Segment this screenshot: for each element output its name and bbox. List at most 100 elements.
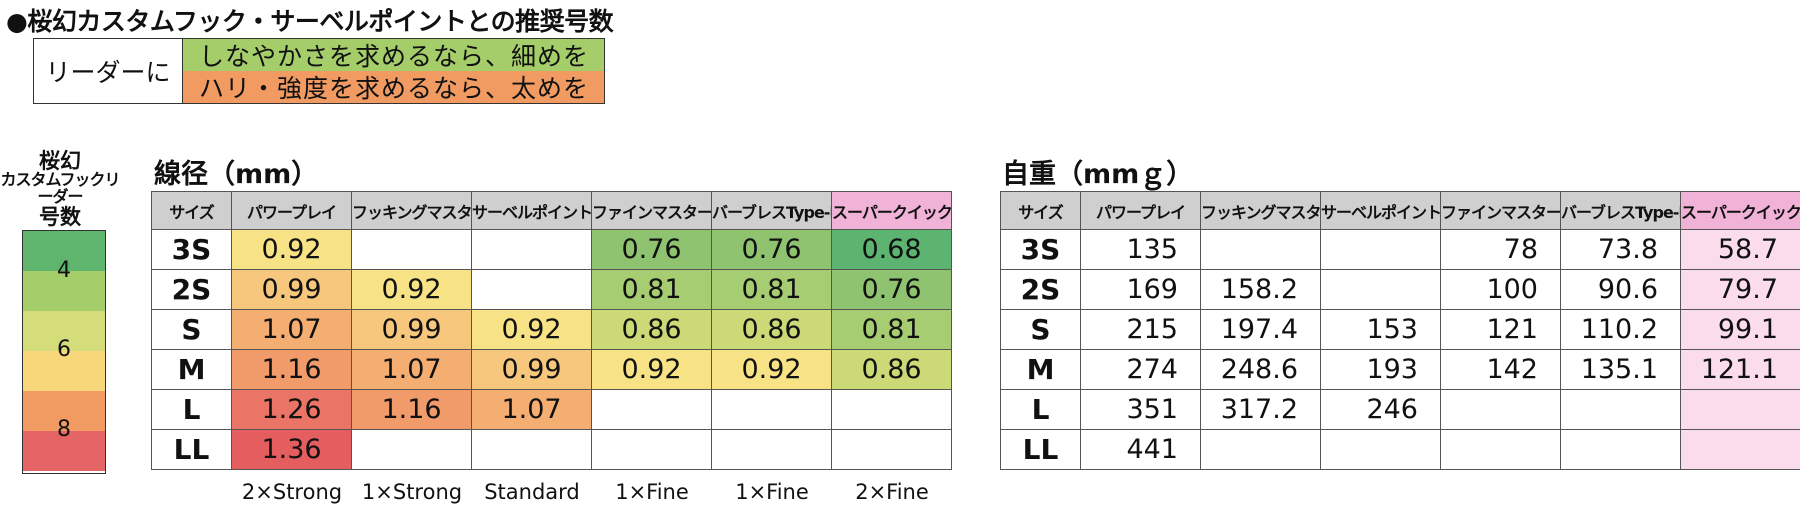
weight-row: L 351 317.2 246: [1000, 389, 1800, 430]
weight-cell: [1200, 429, 1321, 470]
diameter-cell: [831, 429, 952, 470]
diameter-header-5: バーブレスType-F: [711, 191, 832, 230]
size-cell: M: [1000, 349, 1081, 390]
diameter-cell: 0.86: [591, 309, 712, 350]
diameter-cell: 0.81: [711, 269, 832, 310]
size-cell: L: [151, 389, 232, 430]
strength-label: 2×Strong: [241, 480, 343, 504]
leader-legend: リーダーに しなやかさを求めるなら、細めを ハリ・強度を求めるなら、太めを: [33, 38, 605, 104]
weight-cell: 142: [1440, 349, 1561, 390]
weight-cell: [1440, 389, 1561, 430]
diameter-cell: [711, 429, 832, 470]
scale-number-4: 4: [57, 258, 71, 283]
weight-cell: 135: [1080, 229, 1201, 270]
diameter-cell: 1.16: [231, 349, 352, 390]
diameter-cell: 1.07: [471, 389, 592, 430]
weight-cell: [1560, 389, 1681, 430]
legend-row-strong: ハリ・強度を求めるなら、太めを: [183, 71, 604, 103]
diameter-cell: 0.92: [471, 309, 592, 350]
weight-cell: 90.6: [1560, 269, 1681, 310]
strength-label: 1×Strong: [361, 480, 463, 504]
weight-row: S 215 197.4 153 121 110.2 99.1: [1000, 309, 1800, 350]
weight-row: 3S 135 78 73.8 58.7: [1000, 229, 1800, 270]
legend-row-supple: しなやかさを求めるなら、細めを: [183, 39, 604, 72]
weight-header-4: ファインマスター: [1440, 191, 1561, 230]
diameter-cell: 1.07: [231, 309, 352, 350]
weight-cell: 110.2: [1560, 309, 1681, 350]
diameter-cell: 0.92: [711, 349, 832, 390]
strength-labels: 2×Strong 1×Strong Standard 1×Fine 1×Fine 2×Fi…: [232, 480, 952, 504]
size-cell: LL: [1000, 429, 1081, 470]
weight-cell: 274: [1080, 349, 1201, 390]
diameter-row: S 1.07 0.99 0.92 0.86 0.86 0.81: [151, 309, 952, 350]
diameter-cell: 0.86: [711, 309, 832, 350]
diameter-cell: 0.99: [231, 269, 352, 310]
strength-label: Standard: [484, 480, 580, 504]
strength-label: 1×Fine: [615, 480, 689, 504]
scale-number-8: 8: [57, 417, 71, 442]
size-cell: 3S: [151, 229, 232, 270]
diameter-cell: 1.07: [351, 349, 472, 390]
scale-number-6: 6: [57, 337, 71, 362]
weight-cell: 121: [1440, 309, 1561, 350]
diameter-row: M 1.16 1.07 0.99 0.92 0.92 0.86: [151, 349, 952, 390]
weight-cell: 73.8: [1560, 229, 1681, 270]
weight-cell: 135.1: [1560, 349, 1681, 390]
diameter-row: 3S 0.92 0.76 0.76 0.68: [151, 229, 952, 270]
weight-cell: 246: [1320, 389, 1441, 430]
diameter-cell: [471, 229, 592, 270]
weight-cell: [1560, 429, 1681, 470]
weight-header-6: スーパークイック: [1680, 191, 1800, 230]
weight-cell: 153: [1320, 309, 1441, 350]
weight-cell: [1320, 229, 1441, 270]
diameter-cell: 1.26: [231, 389, 352, 430]
weight-cell: [1320, 269, 1441, 310]
weight-header-5: バーブレスType-F: [1560, 191, 1681, 230]
diameter-cell: [591, 429, 712, 470]
legend-label: リーダーに: [34, 39, 183, 103]
diameter-row: LL 1.36: [151, 429, 952, 470]
weight-cell: 158.2: [1200, 269, 1321, 310]
weight-table: サイズパワープレイフッキングマスターサーベルポイントファインマスターバーブレスT…: [1000, 191, 1800, 470]
weight-header-3: サーベルポイント: [1320, 191, 1441, 230]
diameter-header-3: サーベルポイント: [471, 191, 592, 230]
weight-cell: 197.4: [1200, 309, 1321, 350]
diameter-cell: 0.86: [831, 349, 952, 390]
size-cell: M: [151, 349, 232, 390]
diameter-cell: 0.76: [711, 229, 832, 270]
diameter-cell: 1.36: [231, 429, 352, 470]
size-cell: S: [151, 309, 232, 350]
weight-cell: [1440, 429, 1561, 470]
weight-cell: 317.2: [1200, 389, 1321, 430]
diameter-cell: [471, 429, 592, 470]
weight-title: 自重（mmｇ）: [1002, 159, 1194, 190]
weight-cell: 248.6: [1200, 349, 1321, 390]
weight-cell: 58.7: [1680, 229, 1800, 270]
diameter-cell: 1.16: [351, 389, 472, 430]
size-cell: L: [1000, 389, 1081, 430]
diameter-cell: [711, 389, 832, 430]
page-title: ●桜幻カスタムフック・サーベルポイントとの推奨号数: [6, 7, 614, 36]
diameter-title: 線径（mm）: [154, 159, 319, 190]
diameter-cell: 0.81: [831, 309, 952, 350]
weight-row: LL 441: [1000, 429, 1800, 470]
diameter-cell: 0.76: [831, 269, 952, 310]
scale-title: 桜幻 カスタムフックリーダー 号数: [0, 150, 120, 228]
diameter-cell: 0.92: [231, 229, 352, 270]
strength-label: 2×Fine: [855, 480, 929, 504]
size-cell: LL: [151, 429, 232, 470]
diameter-header-1: パワープレイ: [231, 191, 352, 230]
diameter-header-4: ファインマスター: [591, 191, 712, 230]
diameter-cell: [351, 429, 472, 470]
diameter-row: 2S 0.99 0.92 0.81 0.81 0.76: [151, 269, 952, 310]
weight-header-2: フッキングマスター: [1200, 191, 1321, 230]
diameter-header-row: サイズパワープレイフッキングマスターサーベルポイントファインマスターバーブレスT…: [151, 191, 952, 230]
diameter-cell: 0.99: [351, 309, 472, 350]
weight-header-1: パワープレイ: [1080, 191, 1201, 230]
size-cell: 2S: [151, 269, 232, 310]
diameter-row: L 1.26 1.16 1.07: [151, 389, 952, 430]
scale-segment: [23, 271, 105, 311]
weight-cell: 79.7: [1680, 269, 1800, 310]
weight-cell: 99.1: [1680, 309, 1800, 350]
scale-title-line3: 号数: [39, 204, 81, 229]
